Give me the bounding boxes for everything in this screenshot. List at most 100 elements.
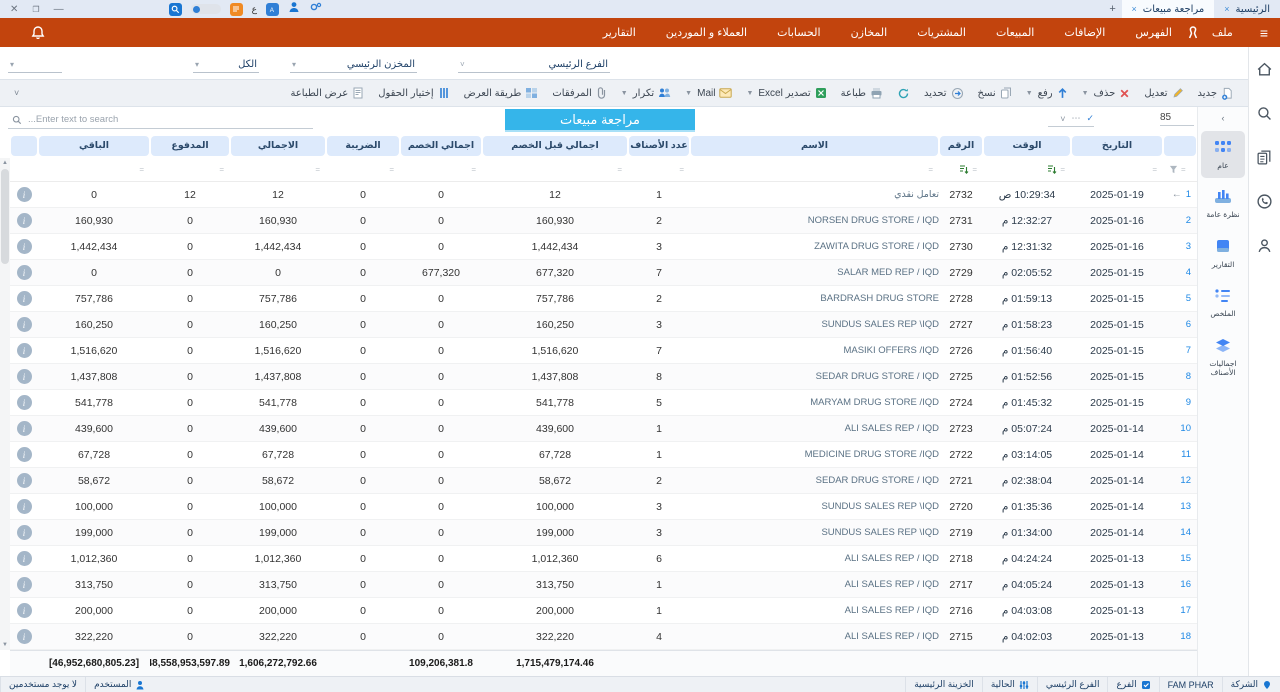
menu-clients-suppliers[interactable]: العملاء و الموردين bbox=[653, 26, 760, 39]
chevron-down-icon[interactable]: ▼ bbox=[1082, 90, 1089, 97]
filter-cell-disc[interactable]: = bbox=[400, 165, 482, 174]
filter-cell-date[interactable]: = bbox=[1071, 165, 1163, 174]
toolbar-button-repeat[interactable]: تكرار▼ bbox=[615, 84, 677, 102]
hamburger-menu-icon[interactable]: ≡ bbox=[1260, 25, 1268, 41]
table-row[interactable]: 72025-01-1501:56:40 م2726MASIKI OFFERS /… bbox=[10, 338, 1197, 364]
chevron-down-icon[interactable]: ▼ bbox=[1026, 90, 1033, 97]
column-header-before[interactable]: اجمالي قبل الخصم bbox=[483, 136, 627, 156]
table-row[interactable]: 172025-01-1304:03:08 م2716ALI SALES REP … bbox=[10, 598, 1197, 624]
menu-accounts[interactable]: الحسابات bbox=[764, 26, 833, 39]
search-input[interactable] bbox=[28, 114, 309, 125]
table-row[interactable]: 122025-01-1402:38:04 م2721SEDAR DRUG STO… bbox=[10, 468, 1197, 494]
filter-cell-time[interactable]: = bbox=[983, 164, 1071, 175]
toolbar-button-copy[interactable]: نسخ bbox=[972, 84, 1018, 102]
notifications-bell-icon[interactable] bbox=[30, 25, 46, 41]
toolbar-button-edit[interactable]: تعديل bbox=[1138, 84, 1189, 102]
minimize-window-icon[interactable]: — bbox=[54, 4, 64, 15]
close-tab-icon[interactable]: × bbox=[1224, 4, 1229, 14]
menu-warehouses[interactable]: المخازن bbox=[838, 26, 901, 39]
close-tab-icon[interactable]: × bbox=[1132, 4, 1137, 14]
table-row[interactable]: 162025-01-1304:05:24 م2717ALI SALES REP … bbox=[10, 572, 1197, 598]
table-row[interactable]: 102025-01-1405:07:24 م2723ALI SALES REP … bbox=[10, 416, 1197, 442]
toolbar-button-printpreview[interactable]: عرض الطباعة bbox=[284, 84, 370, 102]
info-icon[interactable]: i bbox=[17, 291, 32, 306]
table-row[interactable]: 32025-01-1612:31:32 م2730ZAWITA DRUG STO… bbox=[10, 234, 1197, 260]
table-row[interactable]: 142025-01-1401:34:00 م2719SUNDUS SALES R… bbox=[10, 520, 1197, 546]
restore-window-icon[interactable]: ❐ bbox=[32, 5, 39, 14]
extra-filter-combo[interactable]: ▾ bbox=[8, 56, 62, 73]
column-header-date[interactable]: التاريخ bbox=[1072, 136, 1162, 156]
table-row[interactable]: 62025-01-1501:58:23 م2727SUNDUS SALES RE… bbox=[10, 312, 1197, 338]
menu-index[interactable]: الفهرس bbox=[1122, 26, 1185, 39]
toolbar-button-excel[interactable]: تصدير Excel▼ bbox=[740, 84, 832, 102]
vertical-scrollbar[interactable]: ▲ ▼ bbox=[0, 158, 10, 650]
panel-tab-layers[interactable]: اجماليات الأصناف bbox=[1201, 329, 1245, 386]
column-header-total[interactable]: الاجمالي bbox=[231, 136, 325, 156]
toolbar-button-print[interactable]: طباعة bbox=[835, 84, 889, 102]
tab-sales-review[interactable]: مراجعة مبيعات× bbox=[1122, 0, 1215, 18]
warehouse-filter-combo[interactable]: المخزن الرئيسي▾ bbox=[290, 56, 417, 73]
home-icon[interactable] bbox=[1256, 61, 1273, 78]
grid-search-box[interactable] bbox=[8, 111, 313, 129]
table-row[interactable]: 22025-01-1612:32:27 م2731NORSEN DRUG STO… bbox=[10, 208, 1197, 234]
column-header-rownum[interactable] bbox=[1164, 136, 1196, 156]
chevron-down-icon[interactable]: ▼ bbox=[746, 90, 753, 97]
toolbar-button-mail[interactable]: Mail▼ bbox=[679, 85, 738, 102]
filter-cell-rem[interactable]: = bbox=[38, 165, 150, 174]
filter-cell-rownum[interactable]: = bbox=[1163, 165, 1197, 174]
panel-tab-grid[interactable]: عام bbox=[1201, 131, 1245, 178]
table-row[interactable]: 82025-01-1501:52:56 م2725SEDAR DRUG STOR… bbox=[10, 364, 1197, 390]
chevron-down-icon[interactable]: ▼ bbox=[685, 90, 692, 97]
info-icon[interactable]: i bbox=[17, 239, 32, 254]
info-icon[interactable]: i bbox=[17, 369, 32, 384]
menu-file[interactable]: ملف bbox=[1199, 26, 1246, 39]
info-icon[interactable]: i bbox=[17, 317, 32, 332]
table-row[interactable]: 132025-01-1401:35:36 م2720SUNDUS SALES R… bbox=[10, 494, 1197, 520]
column-header-paid[interactable]: المدفوع bbox=[151, 136, 229, 156]
info-icon[interactable]: i bbox=[17, 499, 32, 514]
theme-toggle[interactable] bbox=[191, 4, 221, 14]
toolbar-button-refresh[interactable] bbox=[891, 84, 916, 103]
all-filter-combo[interactable]: الكل▾ bbox=[193, 56, 259, 73]
language-letter[interactable]: ع bbox=[252, 4, 257, 15]
user-icon[interactable] bbox=[288, 0, 300, 18]
info-icon[interactable]: i bbox=[17, 473, 32, 488]
column-header-disc[interactable]: اجمالي الخصم bbox=[401, 136, 481, 156]
whatsapp-icon[interactable] bbox=[1256, 193, 1273, 210]
search-icon[interactable] bbox=[169, 3, 182, 16]
filter-cell-before[interactable]: = bbox=[482, 165, 628, 174]
table-row[interactable]: 112025-01-1403:14:05 م2722MEDICINE DRUG … bbox=[10, 442, 1197, 468]
scroll-down-icon[interactable]: ▼ bbox=[2, 640, 8, 650]
support-user-icon[interactable] bbox=[1256, 237, 1273, 254]
panel-tab-reports[interactable]: التقارير bbox=[1201, 230, 1245, 277]
info-icon[interactable]: i bbox=[17, 213, 32, 228]
search-rail-icon[interactable] bbox=[1256, 105, 1273, 122]
info-icon[interactable]: i bbox=[17, 343, 32, 358]
info-icon[interactable]: i bbox=[17, 447, 32, 462]
filter-cell-name[interactable]: = bbox=[690, 165, 939, 174]
scroll-up-icon[interactable]: ▲ bbox=[2, 158, 8, 168]
table-row[interactable]: 182025-01-1304:02:03 م2715ALI SALES REP … bbox=[10, 624, 1197, 650]
info-icon[interactable]: i bbox=[17, 577, 32, 592]
branch-filter-combo[interactable]: الفرع الرئيسي˅ bbox=[458, 56, 610, 73]
close-window-icon[interactable]: ✕ bbox=[10, 4, 18, 15]
column-header-items[interactable]: عدد الأصناف bbox=[629, 136, 689, 156]
table-row[interactable]: 152025-01-1304:24:24 م2718ALI SALES REP … bbox=[10, 546, 1197, 572]
filter-cell-num[interactable]: = bbox=[939, 164, 983, 175]
filter-mru-widget[interactable]: ✓ ⋯ ˅ bbox=[1048, 113, 1094, 127]
translate-icon[interactable]: A bbox=[266, 3, 279, 16]
panel-tab-summary[interactable]: الملخص bbox=[1201, 279, 1245, 326]
menu-purchases[interactable]: المشتريات bbox=[904, 26, 979, 39]
column-header-time[interactable]: الوقت bbox=[984, 136, 1070, 156]
info-icon[interactable]: i bbox=[17, 395, 32, 410]
info-icon[interactable]: i bbox=[17, 629, 32, 644]
column-header-num[interactable]: الرقم bbox=[940, 136, 982, 156]
filter-cell-paid[interactable]: = bbox=[150, 165, 230, 174]
menu-reports[interactable]: التقارير bbox=[590, 26, 649, 39]
menu-sales[interactable]: المبيعات bbox=[983, 26, 1047, 39]
info-icon[interactable]: i bbox=[17, 525, 32, 540]
filter-cell-tax[interactable]: = bbox=[326, 165, 400, 174]
toolbar-button-new[interactable]: جديد bbox=[1192, 84, 1240, 103]
toolbar-button-attach[interactable]: المرفقات bbox=[546, 84, 612, 102]
panel-tab-chart[interactable]: نظرة عامة bbox=[1201, 180, 1245, 227]
